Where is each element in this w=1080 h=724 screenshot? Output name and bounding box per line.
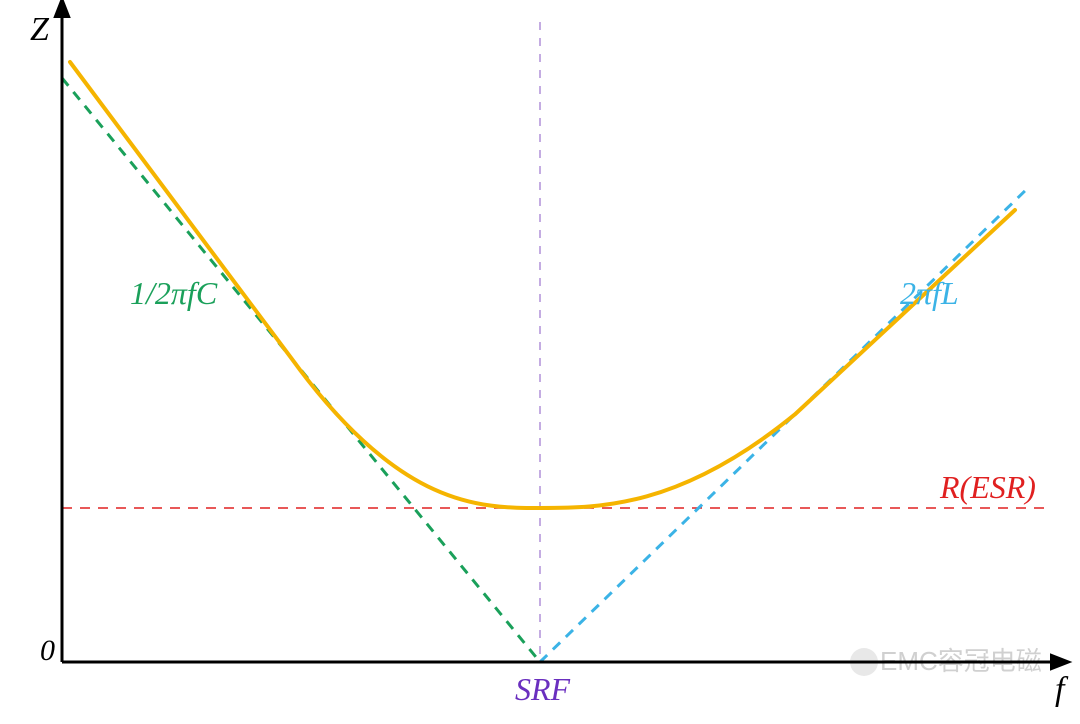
- srf-label: SRF: [515, 671, 571, 707]
- y-axis-arrowhead: [53, 0, 71, 18]
- inductive-reactance-label: 2πfL: [900, 275, 959, 311]
- x-axis-arrowhead: [1050, 653, 1072, 671]
- z-axis-label: Z: [30, 11, 50, 48]
- capacitive-reactance-label: 1/2πfC: [130, 275, 218, 311]
- f-axis-label: f: [1055, 671, 1069, 708]
- impedance-vs-frequency-diagram: EMC容冠电磁 Z f 0 1/2πfC 2πfL R(ESR) SRF: [0, 0, 1080, 724]
- origin-label: 0: [40, 634, 55, 667]
- esr-label: R(ESR): [939, 469, 1036, 505]
